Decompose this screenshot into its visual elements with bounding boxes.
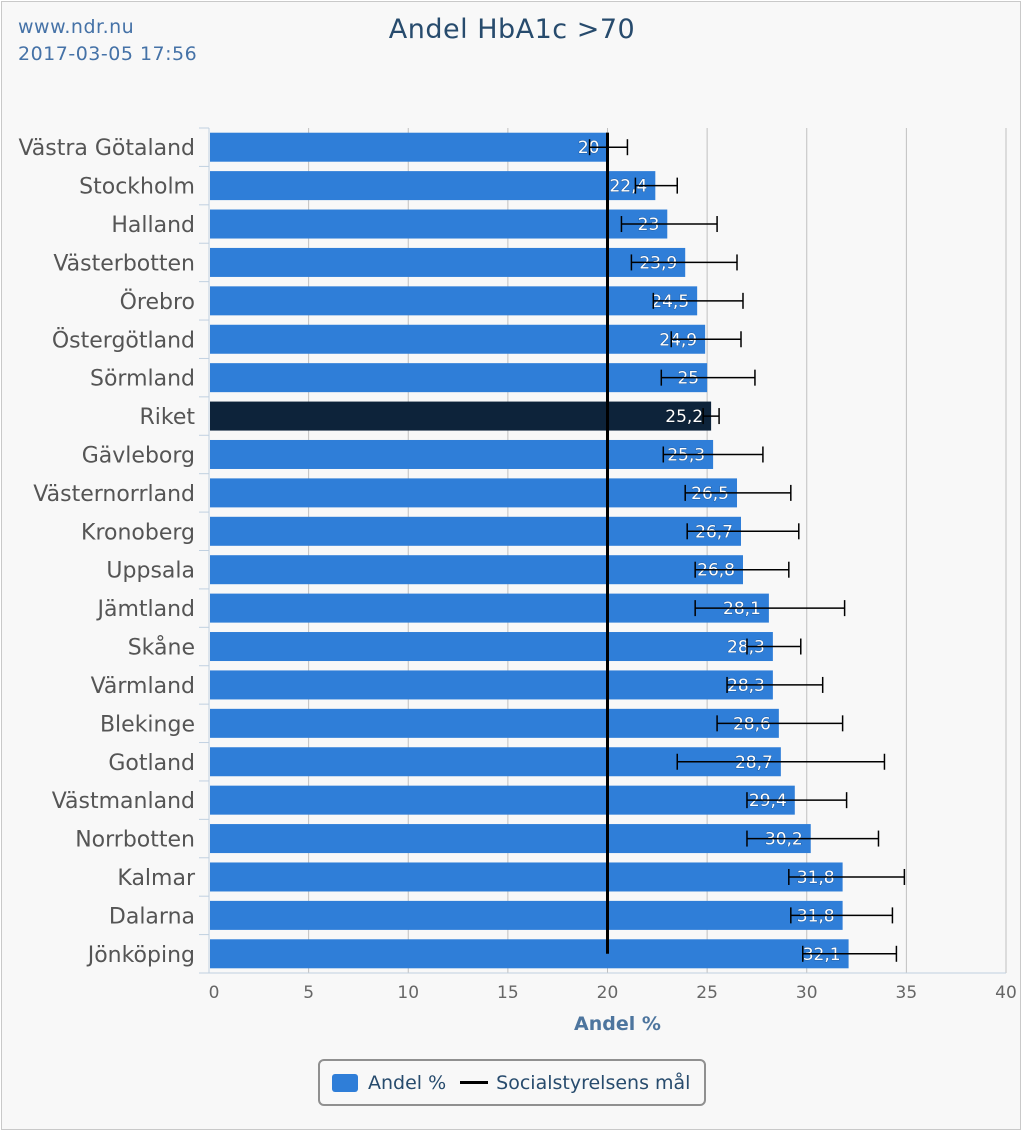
category-label: Västerbotten bbox=[53, 251, 195, 276]
legend: Andel % Socialstyrelsens mål bbox=[318, 1059, 706, 1106]
data-label: 22,4 bbox=[609, 177, 647, 197]
category-label: Uppsala bbox=[106, 559, 195, 584]
x-tick-label: 35 bbox=[896, 983, 918, 1003]
data-label: 28,6 bbox=[733, 714, 771, 734]
x-tick-label: 5 bbox=[303, 983, 314, 1003]
category-label: Värmland bbox=[91, 674, 195, 699]
data-label: 28,3 bbox=[727, 676, 765, 696]
bar[interactable] bbox=[210, 478, 738, 508]
category-label: Stockholm bbox=[79, 175, 195, 200]
source-url[interactable]: www.ndr.nu bbox=[18, 16, 135, 38]
category-label: Blekinge bbox=[100, 712, 195, 737]
x-tick-label: 30 bbox=[796, 983, 818, 1003]
x-tick-label: 20 bbox=[597, 983, 619, 1003]
bar[interactable] bbox=[210, 670, 773, 700]
data-label: 28,7 bbox=[735, 753, 773, 773]
category-label: Östergötland bbox=[52, 327, 195, 353]
x-tick-label: 0 bbox=[209, 983, 220, 1003]
bar[interactable] bbox=[210, 824, 811, 854]
source-timestamp: 2017-03-05 17:56 bbox=[18, 43, 198, 65]
data-label: 24,9 bbox=[659, 330, 697, 350]
category-label: Västmanland bbox=[52, 789, 195, 814]
bar[interactable] bbox=[210, 632, 773, 662]
data-label: 25,2 bbox=[665, 407, 703, 427]
bar[interactable] bbox=[210, 132, 608, 162]
data-label: 28,1 bbox=[723, 599, 761, 619]
bar[interactable] bbox=[210, 900, 843, 930]
data-label: 24,5 bbox=[651, 292, 689, 312]
category-label: Västernorrland bbox=[33, 482, 195, 507]
x-tick-label: 40 bbox=[995, 983, 1017, 1003]
data-label: 20 bbox=[578, 138, 600, 158]
category-label: Jönköping bbox=[86, 943, 195, 968]
x-tick-label: 10 bbox=[397, 983, 419, 1003]
category-label: Riket bbox=[139, 405, 195, 430]
data-label: 26,5 bbox=[691, 484, 729, 504]
data-label: 30,2 bbox=[765, 830, 803, 850]
bar[interactable] bbox=[210, 171, 656, 201]
category-label: Jämtland bbox=[95, 597, 195, 622]
data-label: 25,3 bbox=[667, 445, 705, 465]
data-label: 25 bbox=[677, 369, 699, 389]
data-label: 28,3 bbox=[727, 638, 765, 658]
legend-label-target: Socialstyrelsens mål bbox=[496, 1071, 691, 1094]
bar[interactable] bbox=[210, 286, 698, 316]
data-label: 26,8 bbox=[697, 561, 735, 581]
bar[interactable] bbox=[210, 516, 741, 546]
data-label: 31,8 bbox=[797, 868, 835, 888]
category-label: Norrbotten bbox=[75, 828, 195, 853]
data-label: 32,1 bbox=[803, 945, 841, 965]
data-label: 26,7 bbox=[695, 522, 733, 542]
bar[interactable] bbox=[210, 593, 769, 623]
category-label: Gotland bbox=[108, 751, 195, 776]
bar[interactable] bbox=[210, 439, 714, 469]
category-label: Halland bbox=[111, 213, 195, 238]
category-label: Sörmland bbox=[90, 367, 195, 392]
legend-item-target[interactable]: Socialstyrelsens mål bbox=[446, 1072, 690, 1094]
category-label: Örebro bbox=[120, 289, 195, 315]
legend-label-andel: Andel % bbox=[368, 1071, 447, 1094]
bar[interactable] bbox=[210, 862, 843, 892]
bar[interactable] bbox=[210, 939, 849, 969]
source-info: www.ndr.nu 2017-03-05 17:56 bbox=[18, 14, 197, 68]
legend-item-andel[interactable]: Andel % bbox=[332, 1072, 446, 1094]
x-tick-label: 15 bbox=[497, 983, 519, 1003]
x-tick-label: 25 bbox=[696, 983, 718, 1003]
bar[interactable] bbox=[210, 209, 668, 239]
legend-swatch-bar bbox=[332, 1073, 358, 1092]
chart-title: Andel HbA1c >70 bbox=[388, 14, 636, 45]
bar[interactable] bbox=[210, 785, 795, 815]
x-axis-title: Andel % bbox=[574, 1013, 661, 1035]
data-label: 23,9 bbox=[639, 253, 677, 273]
bar[interactable] bbox=[210, 401, 712, 431]
bar[interactable] bbox=[210, 324, 706, 354]
bar[interactable] bbox=[210, 363, 708, 393]
category-label: Kalmar bbox=[117, 866, 196, 891]
category-label: Kronoberg bbox=[81, 520, 195, 545]
data-label: 31,8 bbox=[797, 906, 835, 926]
category-label: Dalarna bbox=[109, 904, 195, 929]
data-label: 29,4 bbox=[749, 791, 787, 811]
bar[interactable] bbox=[210, 708, 779, 738]
category-label: Gävleborg bbox=[82, 443, 195, 468]
bar[interactable] bbox=[210, 555, 743, 585]
category-label: Skåne bbox=[128, 635, 195, 661]
data-label: 23 bbox=[638, 215, 660, 235]
category-label: Västra Götaland bbox=[18, 136, 195, 161]
legend-swatch-line bbox=[460, 1081, 489, 1084]
bar[interactable] bbox=[210, 247, 686, 277]
